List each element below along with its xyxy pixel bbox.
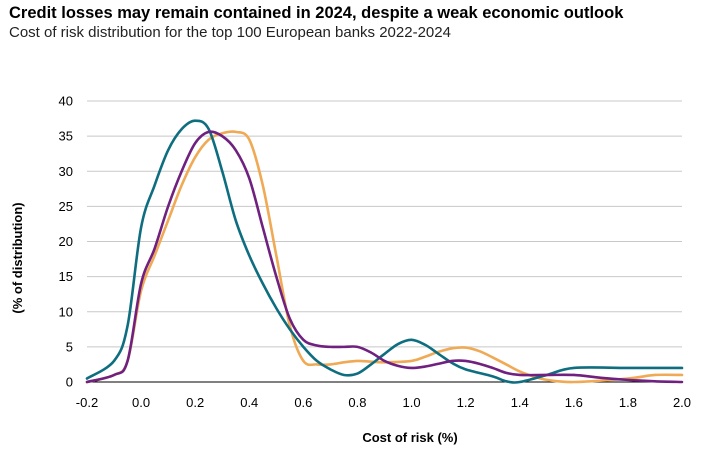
gridlines — [87, 100, 682, 348]
x-tick-label: 0.2 — [186, 395, 204, 410]
y-tick-label: 35 — [59, 129, 73, 144]
series-line-2 — [85, 130, 684, 384]
chart-title: Credit losses may remain contained in 20… — [9, 4, 624, 22]
x-tick-label: 1.4 — [511, 395, 529, 410]
x-tick-label: 0.4 — [240, 395, 258, 410]
y-axis-label: (% of distribution) — [10, 202, 25, 313]
x-axis-label: Cost of risk (%) — [362, 430, 457, 445]
chart-subtitle: Cost of risk distribution for the top 10… — [9, 24, 451, 41]
y-tick-label: 15 — [59, 269, 73, 284]
x-tick-label: 1.6 — [565, 395, 583, 410]
x-tick-label: 0.0 — [132, 395, 150, 410]
series-line-1 — [85, 119, 684, 384]
x-axis-ticks: -0.2 0.0 0.2 0.4 0.6 0.8 1.0 1.2 1.4 1.6 1.8 2.0 — [76, 395, 691, 410]
y-tick-label: 10 — [59, 304, 73, 319]
y-tick-label: 5 — [66, 339, 73, 354]
x-tick-label: 2.0 — [673, 395, 691, 410]
x-tick-label: 0.8 — [348, 395, 366, 410]
x-tick-label: -0.2 — [76, 395, 98, 410]
x-tick-label: 0.6 — [294, 395, 312, 410]
y-tick-label: 30 — [59, 164, 73, 179]
y-tick-label: 40 — [59, 94, 73, 109]
x-tick-label: 1.0 — [403, 395, 421, 410]
x-tick-label: 1.8 — [619, 395, 637, 410]
y-tick-label: 20 — [59, 234, 73, 249]
x-tick-label: 1.2 — [457, 395, 475, 410]
series-line-3 — [85, 130, 684, 384]
series-lines — [85, 119, 684, 384]
y-axis-ticks: 0 5 10 15 20 25 30 35 40 — [59, 94, 73, 390]
y-tick-label: 0 — [66, 375, 73, 390]
y-tick-label: 25 — [59, 199, 73, 214]
